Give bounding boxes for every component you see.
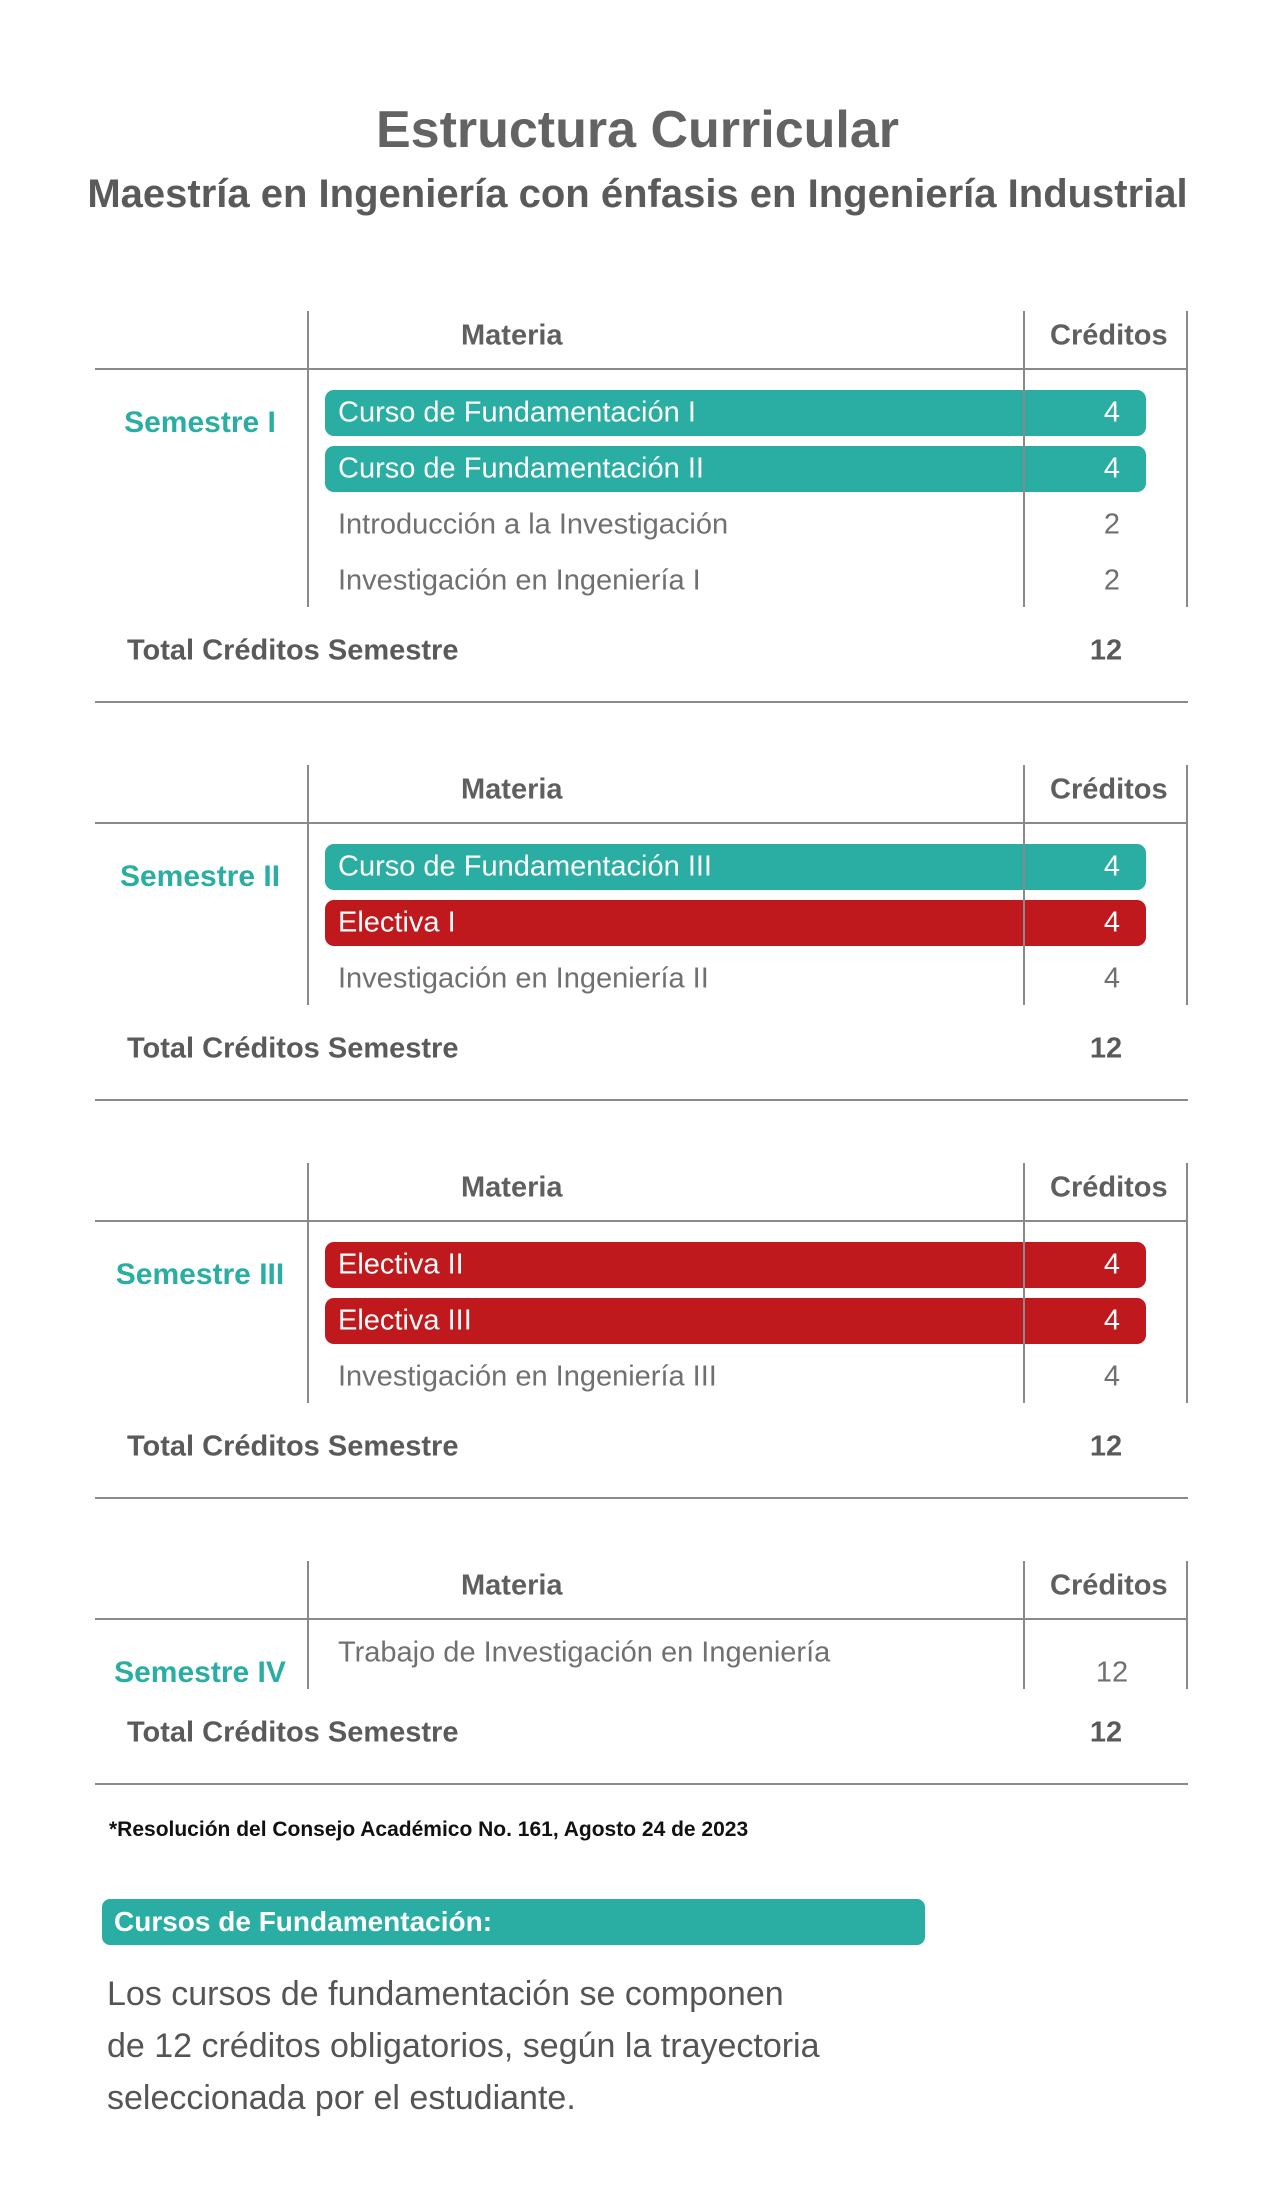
column-divider [1186,311,1188,607]
column-divider [1186,1163,1188,1403]
note-title-bar [102,1899,925,1945]
total-label: Total Créditos Semestre [127,1430,459,1463]
course-highlight [325,844,1146,890]
course-credits: 12 [1095,1656,1129,1689]
total-label: Total Créditos Semestre [127,1716,459,1749]
course-highlight [325,1242,1146,1288]
course-credits: 4 [1103,1360,1121,1393]
course-name: Electiva III [338,1304,472,1337]
semester-label: Semestre I [124,406,276,439]
total-credits: 12 [1089,1716,1123,1749]
header-rule [95,368,1188,370]
column-divider [307,765,309,1005]
total-label: Total Créditos Semestre [127,634,459,667]
course-credits: 2 [1103,564,1121,597]
course-highlight [325,900,1146,946]
course-name: Electiva I [338,906,456,939]
course-name: Trabajo de Investigación en Ingeniería [338,1636,831,1669]
semester-label: Semestre III [115,1258,285,1291]
column-divider [307,1561,309,1689]
column-divider [307,1163,309,1403]
total-label: Total Créditos Semestre [127,1032,459,1065]
bottom-rule [95,701,1188,703]
course-name: Investigación en Ingeniería III [338,1360,717,1393]
course-highlight [325,390,1146,436]
note-text: Los cursos de fundamentación se componen… [107,1975,820,2117]
course-credits: 4 [1103,1304,1121,1337]
course-name: Curso de Fundamentación II [338,452,704,485]
semester-label: Semestre IV [114,1656,286,1689]
course-name: Investigación en Ingeniería II [338,962,709,995]
column-header: Créditos [1050,1569,1168,1602]
course-credits: 4 [1103,906,1121,939]
column-header: Materia [461,1171,563,1204]
header-rule [95,1618,1188,1620]
bottom-rule [95,1099,1188,1101]
column-divider [1023,822,1025,1005]
header-rule [95,1220,1188,1222]
course-name: Curso de Fundamentación I [338,396,696,429]
course-credits: 2 [1103,508,1121,541]
column-header: Créditos [1050,319,1168,352]
column-header: Créditos [1050,1171,1168,1204]
note-title: Cursos de Fundamentación: [114,1906,493,1937]
column-divider [1023,1618,1025,1689]
column-header: Materia [461,319,563,352]
total-credits: 12 [1089,634,1123,667]
total-credits: 12 [1089,1430,1123,1463]
course-credits: 4 [1103,962,1121,995]
course-credits: 4 [1103,850,1121,883]
course-credits: 4 [1103,396,1121,429]
column-header: Créditos [1050,773,1168,806]
column-divider [1023,368,1025,607]
course-name: Curso de Fundamentación III [338,850,712,883]
course-credits: 4 [1103,452,1121,485]
semester-label: Semestre II [119,860,281,893]
course-credits: 4 [1103,1248,1121,1281]
column-divider [307,311,309,607]
total-credits: 12 [1089,1032,1123,1065]
footnote: *Resolución del Consejo Académico No. 16… [109,1818,749,1841]
subtitle: Maestría en Ingeniería con énfasis en In… [87,172,1188,216]
course-name: Introducción a la Investigación [338,508,729,541]
course-highlight [325,446,1146,492]
column-divider [1023,1220,1025,1403]
column-header: Materia [461,773,563,806]
column-header: Materia [461,1569,563,1602]
bottom-rule [95,1783,1188,1785]
column-divider [1186,765,1188,1005]
course-name: Investigación en Ingeniería I [338,564,701,597]
title: Estructura Curricular [375,101,900,159]
course-name: Electiva II [338,1248,464,1281]
course-highlight [325,1298,1146,1344]
bottom-rule [95,1497,1188,1499]
column-divider [1186,1561,1188,1689]
header-rule [95,822,1188,824]
